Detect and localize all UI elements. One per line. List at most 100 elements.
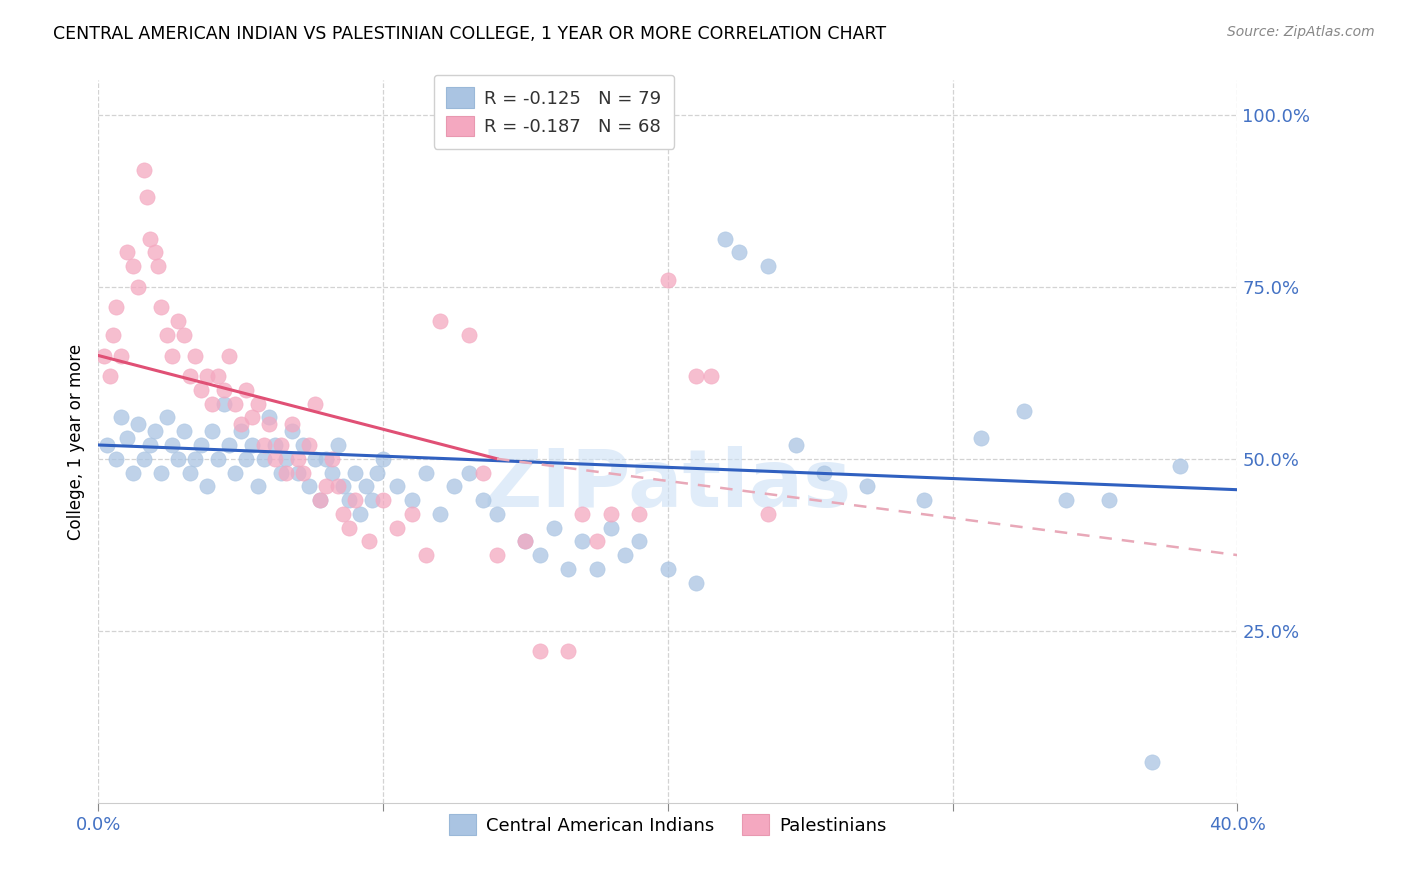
- Point: [756, 259, 779, 273]
- Point: [150, 301, 173, 315]
- Point: [387, 520, 409, 534]
- Point: [270, 466, 292, 480]
- Point: [148, 259, 170, 273]
- Point: [224, 466, 246, 480]
- Point: [357, 534, 380, 549]
- Legend: Central American Indians, Palestinians: Central American Indians, Palestinians: [436, 802, 900, 848]
- Point: [856, 479, 879, 493]
- Point: [628, 534, 651, 549]
- Y-axis label: College, 1 year or more: College, 1 year or more: [66, 343, 84, 540]
- Point: [184, 451, 207, 466]
- Point: [1056, 493, 1078, 508]
- Point: [387, 479, 409, 493]
- Point: [292, 466, 315, 480]
- Point: [135, 190, 157, 204]
- Point: [471, 466, 494, 480]
- Point: [138, 438, 160, 452]
- Point: [1140, 755, 1163, 769]
- Point: [321, 451, 343, 466]
- Point: [298, 438, 321, 452]
- Point: [110, 410, 132, 425]
- Point: [699, 369, 721, 384]
- Point: [557, 562, 579, 576]
- Point: [304, 451, 326, 466]
- Point: [970, 431, 993, 445]
- Point: [600, 520, 623, 534]
- Point: [218, 438, 240, 452]
- Point: [557, 644, 579, 658]
- Point: [1098, 493, 1121, 508]
- Point: [190, 438, 212, 452]
- Point: [96, 438, 118, 452]
- Point: [104, 451, 127, 466]
- Point: [401, 507, 423, 521]
- Point: [486, 507, 509, 521]
- Point: [373, 493, 395, 508]
- Point: [457, 327, 479, 342]
- Point: [614, 548, 637, 562]
- Point: [349, 507, 371, 521]
- Point: [240, 438, 263, 452]
- Point: [443, 479, 465, 493]
- Point: [315, 479, 337, 493]
- Point: [179, 369, 201, 384]
- Point: [93, 349, 115, 363]
- Point: [657, 562, 679, 576]
- Point: [276, 451, 298, 466]
- Point: [150, 466, 173, 480]
- Point: [321, 466, 343, 480]
- Point: [138, 231, 160, 245]
- Point: [167, 451, 190, 466]
- Point: [252, 451, 274, 466]
- Point: [343, 466, 366, 480]
- Point: [235, 383, 257, 397]
- Point: [304, 397, 326, 411]
- Point: [366, 466, 388, 480]
- Point: [332, 479, 354, 493]
- Point: [212, 383, 235, 397]
- Point: [785, 438, 807, 452]
- Point: [218, 349, 240, 363]
- Point: [515, 534, 537, 549]
- Point: [162, 438, 184, 452]
- Point: [756, 507, 779, 521]
- Point: [337, 493, 360, 508]
- Point: [207, 451, 229, 466]
- Point: [714, 231, 737, 245]
- Point: [429, 314, 451, 328]
- Point: [121, 259, 143, 273]
- Point: [195, 369, 218, 384]
- Point: [162, 349, 184, 363]
- Point: [173, 424, 195, 438]
- Point: [415, 548, 437, 562]
- Point: [287, 451, 309, 466]
- Point: [212, 397, 235, 411]
- Point: [115, 245, 138, 260]
- Point: [252, 438, 274, 452]
- Point: [98, 369, 121, 384]
- Point: [132, 451, 155, 466]
- Point: [685, 575, 707, 590]
- Point: [287, 466, 309, 480]
- Point: [235, 451, 257, 466]
- Point: [337, 520, 360, 534]
- Point: [145, 424, 167, 438]
- Point: [728, 245, 751, 260]
- Point: [240, 410, 263, 425]
- Point: [246, 479, 269, 493]
- Text: ZIPatlas: ZIPatlas: [484, 446, 852, 524]
- Point: [354, 479, 377, 493]
- Point: [127, 279, 149, 293]
- Point: [156, 327, 179, 342]
- Point: [224, 397, 246, 411]
- Point: [628, 507, 651, 521]
- Point: [529, 644, 551, 658]
- Point: [264, 451, 287, 466]
- Point: [415, 466, 437, 480]
- Point: [156, 410, 179, 425]
- Point: [276, 466, 298, 480]
- Point: [190, 383, 212, 397]
- Point: [281, 424, 304, 438]
- Point: [401, 493, 423, 508]
- Point: [657, 273, 679, 287]
